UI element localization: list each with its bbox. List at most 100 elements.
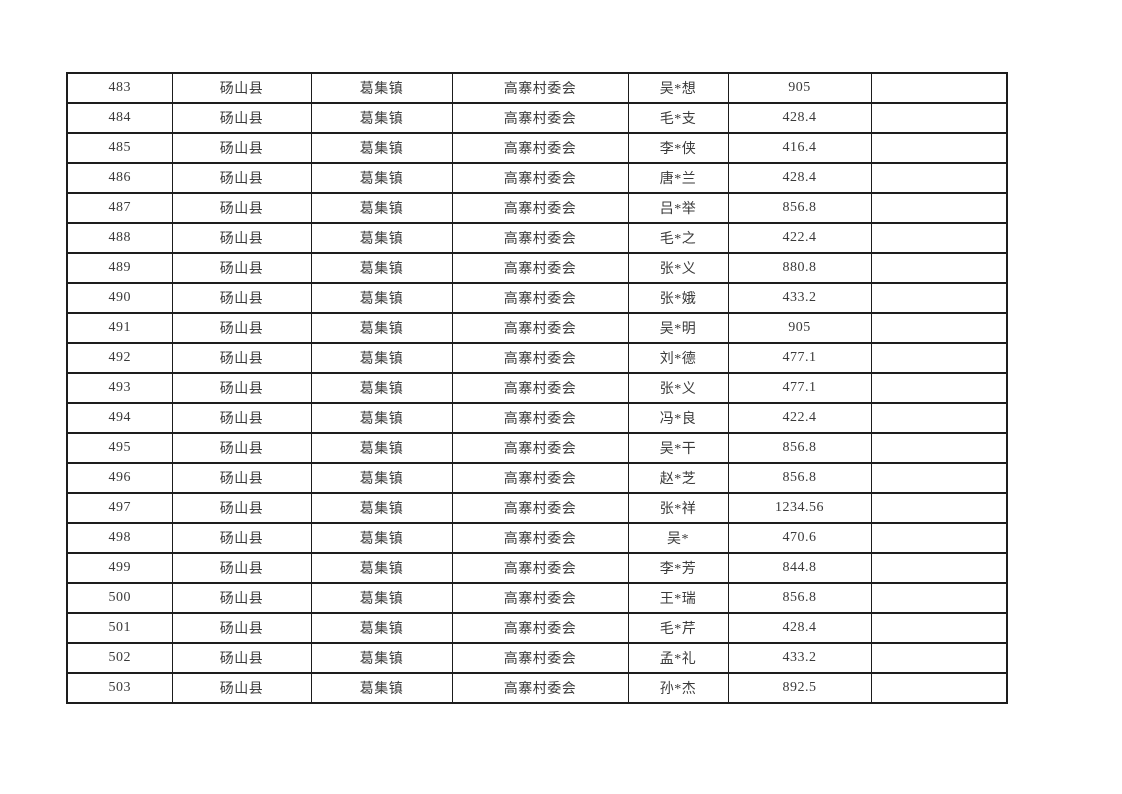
cell-row-number: 488 [66, 222, 173, 254]
cell-person-name: 张*义 [627, 252, 729, 284]
cell-amount: 880.8 [727, 252, 872, 284]
cell-person-name: 孟*礼 [627, 642, 729, 674]
cell-county: 砀山县 [171, 132, 312, 164]
cell-row-number: 487 [66, 192, 173, 224]
cell-town: 葛集镇 [310, 222, 453, 254]
cell-county: 砀山县 [171, 72, 312, 104]
cell-row-number: 495 [66, 432, 173, 464]
cell-village: 高寨村委会 [451, 312, 629, 344]
cell-note [870, 582, 1008, 614]
cell-village: 高寨村委会 [451, 132, 629, 164]
cell-row-number: 499 [66, 552, 173, 584]
cell-county: 砀山县 [171, 582, 312, 614]
cell-amount: 856.8 [727, 432, 872, 464]
cell-county: 砀山县 [171, 432, 312, 464]
cell-amount: 844.8 [727, 552, 872, 584]
cell-row-number: 492 [66, 342, 173, 374]
table-row: 486 砀山县 葛集镇 高寨村委会 唐*兰 428.4 [66, 162, 1008, 194]
cell-town: 葛集镇 [310, 582, 453, 614]
table-row: 496 砀山县 葛集镇 高寨村委会 赵*芝 856.8 [66, 462, 1008, 494]
cell-row-number: 497 [66, 492, 173, 524]
cell-county: 砀山县 [171, 342, 312, 374]
cell-note [870, 192, 1008, 224]
cell-note [870, 72, 1008, 104]
cell-person-name: 张*祥 [627, 492, 729, 524]
cell-village: 高寨村委会 [451, 282, 629, 314]
cell-amount: 428.4 [727, 162, 872, 194]
cell-town: 葛集镇 [310, 552, 453, 584]
cell-amount: 470.6 [727, 522, 872, 554]
cell-village: 高寨村委会 [451, 102, 629, 134]
cell-person-name: 王*瑞 [627, 582, 729, 614]
cell-note [870, 132, 1008, 164]
cell-person-name: 毛*之 [627, 222, 729, 254]
cell-row-number: 502 [66, 642, 173, 674]
cell-village: 高寨村委会 [451, 582, 629, 614]
cell-county: 砀山县 [171, 522, 312, 554]
cell-note [870, 162, 1008, 194]
cell-county: 砀山县 [171, 672, 312, 704]
cell-amount: 422.4 [727, 402, 872, 434]
cell-amount: 856.8 [727, 462, 872, 494]
cell-town: 葛集镇 [310, 102, 453, 134]
cell-county: 砀山县 [171, 312, 312, 344]
cell-town: 葛集镇 [310, 312, 453, 344]
cell-person-name: 李*侠 [627, 132, 729, 164]
cell-row-number: 494 [66, 402, 173, 434]
cell-row-number: 496 [66, 462, 173, 494]
cell-row-number: 500 [66, 582, 173, 614]
cell-amount: 428.4 [727, 102, 872, 134]
cell-row-number: 501 [66, 612, 173, 644]
cell-person-name: 吴*想 [627, 72, 729, 104]
cell-note [870, 552, 1008, 584]
cell-person-name: 毛*支 [627, 102, 729, 134]
cell-row-number: 491 [66, 312, 173, 344]
cell-row-number: 503 [66, 672, 173, 704]
cell-village: 高寨村委会 [451, 642, 629, 674]
cell-village: 高寨村委会 [451, 252, 629, 284]
cell-note [870, 462, 1008, 494]
cell-note [870, 642, 1008, 674]
cell-row-number: 483 [66, 72, 173, 104]
cell-row-number: 486 [66, 162, 173, 194]
cell-person-name: 赵*芝 [627, 462, 729, 494]
cell-town: 葛集镇 [310, 72, 453, 104]
cell-person-name: 吴*干 [627, 432, 729, 464]
cell-village: 高寨村委会 [451, 402, 629, 434]
table-row: 503 砀山县 葛集镇 高寨村委会 孙*杰 892.5 [66, 672, 1008, 704]
cell-amount: 433.2 [727, 282, 872, 314]
cell-village: 高寨村委会 [451, 552, 629, 584]
cell-amount: 416.4 [727, 132, 872, 164]
cell-amount: 856.8 [727, 192, 872, 224]
cell-row-number: 485 [66, 132, 173, 164]
cell-note [870, 282, 1008, 314]
cell-row-number: 498 [66, 522, 173, 554]
cell-county: 砀山县 [171, 282, 312, 314]
cell-county: 砀山县 [171, 552, 312, 584]
cell-note [870, 522, 1008, 554]
cell-county: 砀山县 [171, 462, 312, 494]
cell-amount: 428.4 [727, 612, 872, 644]
table-row: 500 砀山县 葛集镇 高寨村委会 王*瑞 856.8 [66, 582, 1008, 614]
cell-person-name: 毛*芹 [627, 612, 729, 644]
cell-county: 砀山县 [171, 612, 312, 644]
cell-town: 葛集镇 [310, 282, 453, 314]
records-table-body: 483 砀山县 葛集镇 高寨村委会 吴*想 905 484 砀山县 葛集镇 高寨… [66, 72, 1008, 704]
cell-village: 高寨村委会 [451, 462, 629, 494]
cell-person-name: 吴* [627, 522, 729, 554]
cell-town: 葛集镇 [310, 432, 453, 464]
cell-town: 葛集镇 [310, 342, 453, 374]
cell-note [870, 342, 1008, 374]
cell-note [870, 372, 1008, 404]
table-row: 484 砀山县 葛集镇 高寨村委会 毛*支 428.4 [66, 102, 1008, 134]
cell-person-name: 吕*举 [627, 192, 729, 224]
cell-village: 高寨村委会 [451, 492, 629, 524]
cell-town: 葛集镇 [310, 132, 453, 164]
cell-note [870, 102, 1008, 134]
cell-person-name: 孙*杰 [627, 672, 729, 704]
cell-town: 葛集镇 [310, 672, 453, 704]
cell-amount: 422.4 [727, 222, 872, 254]
cell-amount: 433.2 [727, 642, 872, 674]
cell-person-name: 刘*德 [627, 342, 729, 374]
